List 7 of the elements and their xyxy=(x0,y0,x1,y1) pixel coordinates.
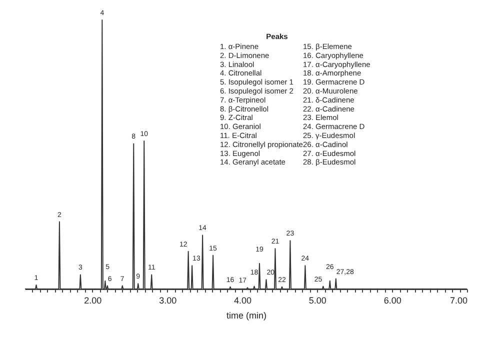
x-tick-label: 5.00 xyxy=(308,296,326,306)
x-tick-label: 4.00 xyxy=(234,296,252,306)
x-axis-title: time (min) xyxy=(226,310,266,320)
x-tick-label: 3.00 xyxy=(159,296,177,306)
x-tick-label: 6.00 xyxy=(384,296,402,306)
x-tick-label: 7.00 xyxy=(450,296,468,306)
x-tick-label: 2.00 xyxy=(84,296,102,306)
